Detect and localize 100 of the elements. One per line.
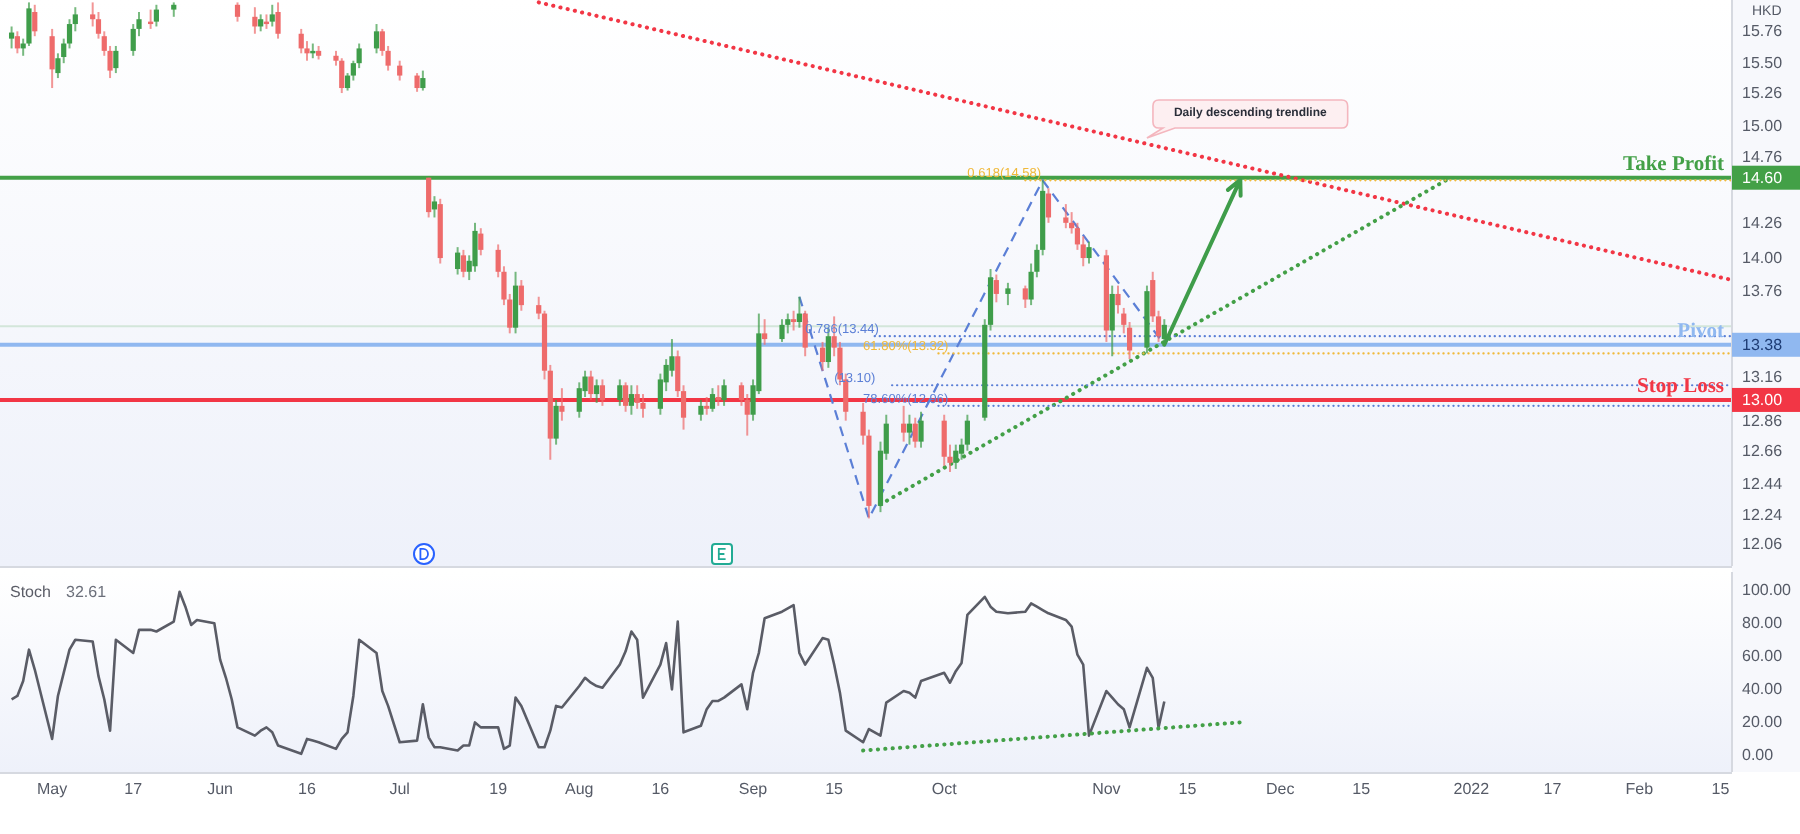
ref-line-label: Take Profit — [1623, 153, 1725, 176]
candlestick — [269, 3, 275, 28]
y-tick-label: 40.00 — [1742, 680, 1784, 699]
y-tick-label: 80.00 — [1742, 614, 1784, 633]
candlestick — [1063, 203, 1069, 230]
candlestick — [790, 309, 797, 332]
candlestick — [559, 387, 565, 422]
x-tick-label: 15 — [1352, 780, 1372, 798]
x-tick-label: 2022 — [1453, 780, 1491, 798]
candlestick — [721, 378, 727, 407]
candlestick — [1022, 284, 1028, 309]
x-tick-label: Jul — [389, 780, 411, 798]
candlestick — [912, 416, 918, 449]
x-tick-label: Feb — [1625, 780, 1655, 798]
candlestick — [414, 72, 420, 93]
ref-line-label: Stop Loss — [1637, 375, 1724, 398]
y-tick-label: 12.24 — [1742, 506, 1784, 525]
y-tick-label: 14.00 — [1742, 249, 1784, 268]
candlestick — [715, 384, 721, 407]
candlestick — [906, 413, 913, 446]
x-tick-label: Jun — [207, 780, 234, 798]
candlestick — [993, 273, 999, 304]
text: Stoch — [10, 583, 51, 601]
x-tick-label: Oct — [931, 780, 959, 798]
annotation: 32.61 — [66, 583, 108, 601]
y-tick-label: 12.66 — [1742, 441, 1784, 460]
candlestick — [420, 69, 426, 92]
x-tick-label: 16 — [651, 780, 671, 798]
candlestick — [953, 443, 959, 470]
y-tick-label: 14.26 — [1742, 213, 1784, 232]
candlestick — [594, 378, 600, 404]
candlestick — [1045, 187, 1052, 224]
candlestick — [918, 410, 924, 449]
y-tick-label: 14.60 — [1742, 168, 1784, 187]
candlestick — [153, 3, 159, 28]
candlestick — [588, 369, 594, 401]
candlestick — [901, 404, 907, 443]
x-tick-label: 17 — [124, 780, 144, 798]
y-tick-label: 12.86 — [1742, 411, 1784, 430]
y-tick-label: 15.76 — [1742, 22, 1784, 41]
candlestick — [628, 384, 634, 416]
x-tick-label: 19 — [489, 780, 509, 798]
candlestick — [49, 27, 55, 90]
candlestick — [32, 3, 38, 38]
y-tick-label: 15.26 — [1742, 84, 1784, 103]
candlestick — [478, 227, 484, 257]
candlestick — [796, 295, 802, 329]
candlestick — [275, 1, 281, 40]
candlestick — [512, 270, 519, 335]
candlestick — [298, 27, 304, 55]
x-tick-label: Dec — [1265, 780, 1295, 798]
y-tick-label: 15.50 — [1742, 54, 1784, 73]
candlestick — [460, 248, 467, 279]
y-tick-label: 13.00 — [1742, 390, 1784, 409]
candlestick — [941, 413, 947, 467]
y-tick-label: 13.16 — [1742, 367, 1784, 386]
candlestick — [518, 279, 524, 312]
y-tick-label: 100.00 — [1742, 581, 1793, 600]
y-tick-label: 13.76 — [1742, 282, 1784, 301]
candlestick — [113, 44, 119, 75]
x-tick-label: Sep — [738, 780, 769, 798]
candlestick — [397, 59, 403, 82]
x-tick-label: 15 — [1711, 780, 1731, 798]
x-tick-label: Aug — [565, 780, 594, 798]
y-tick-label: 0.00 — [1742, 746, 1775, 765]
candlestick — [455, 246, 461, 276]
x-tick-label: 15 — [825, 780, 845, 798]
candlestick — [426, 176, 432, 219]
x-tick-label: 17 — [1543, 780, 1563, 798]
candlestick — [698, 398, 704, 422]
y-tick-label: 20.00 — [1742, 713, 1784, 732]
candlestick — [252, 6, 258, 35]
ref-line-label: Pivot — [1677, 320, 1726, 343]
candlestick — [14, 30, 20, 55]
candlestick — [617, 378, 623, 407]
x-tick-label: Nov — [1092, 780, 1121, 798]
x-tick-label: May — [37, 780, 68, 798]
candlestick — [1115, 284, 1121, 315]
candlestick — [640, 393, 646, 419]
candlestick — [779, 318, 785, 343]
candlestick — [1005, 281, 1011, 307]
candlestick — [339, 57, 345, 95]
candlestick — [762, 318, 768, 346]
candlestick — [1109, 284, 1115, 358]
candlestick — [709, 387, 716, 413]
candlestick — [785, 312, 791, 335]
candlestick — [964, 413, 970, 452]
y-tick-label: 60.00 — [1742, 647, 1784, 666]
y-tick-label: 14.76 — [1742, 147, 1784, 166]
candlestick — [472, 221, 478, 273]
candlestick — [431, 195, 438, 219]
y-tick-label: 13.38 — [1742, 335, 1784, 354]
candlestick — [634, 384, 640, 410]
candlestick — [8, 25, 15, 50]
candlestick — [1086, 240, 1092, 265]
y-tick-label: 12.06 — [1742, 534, 1784, 553]
candlestick — [373, 23, 380, 55]
candlestick — [623, 381, 629, 413]
y-tick-label: 15.00 — [1742, 116, 1784, 135]
x-tick-label: 15 — [1178, 780, 1198, 798]
